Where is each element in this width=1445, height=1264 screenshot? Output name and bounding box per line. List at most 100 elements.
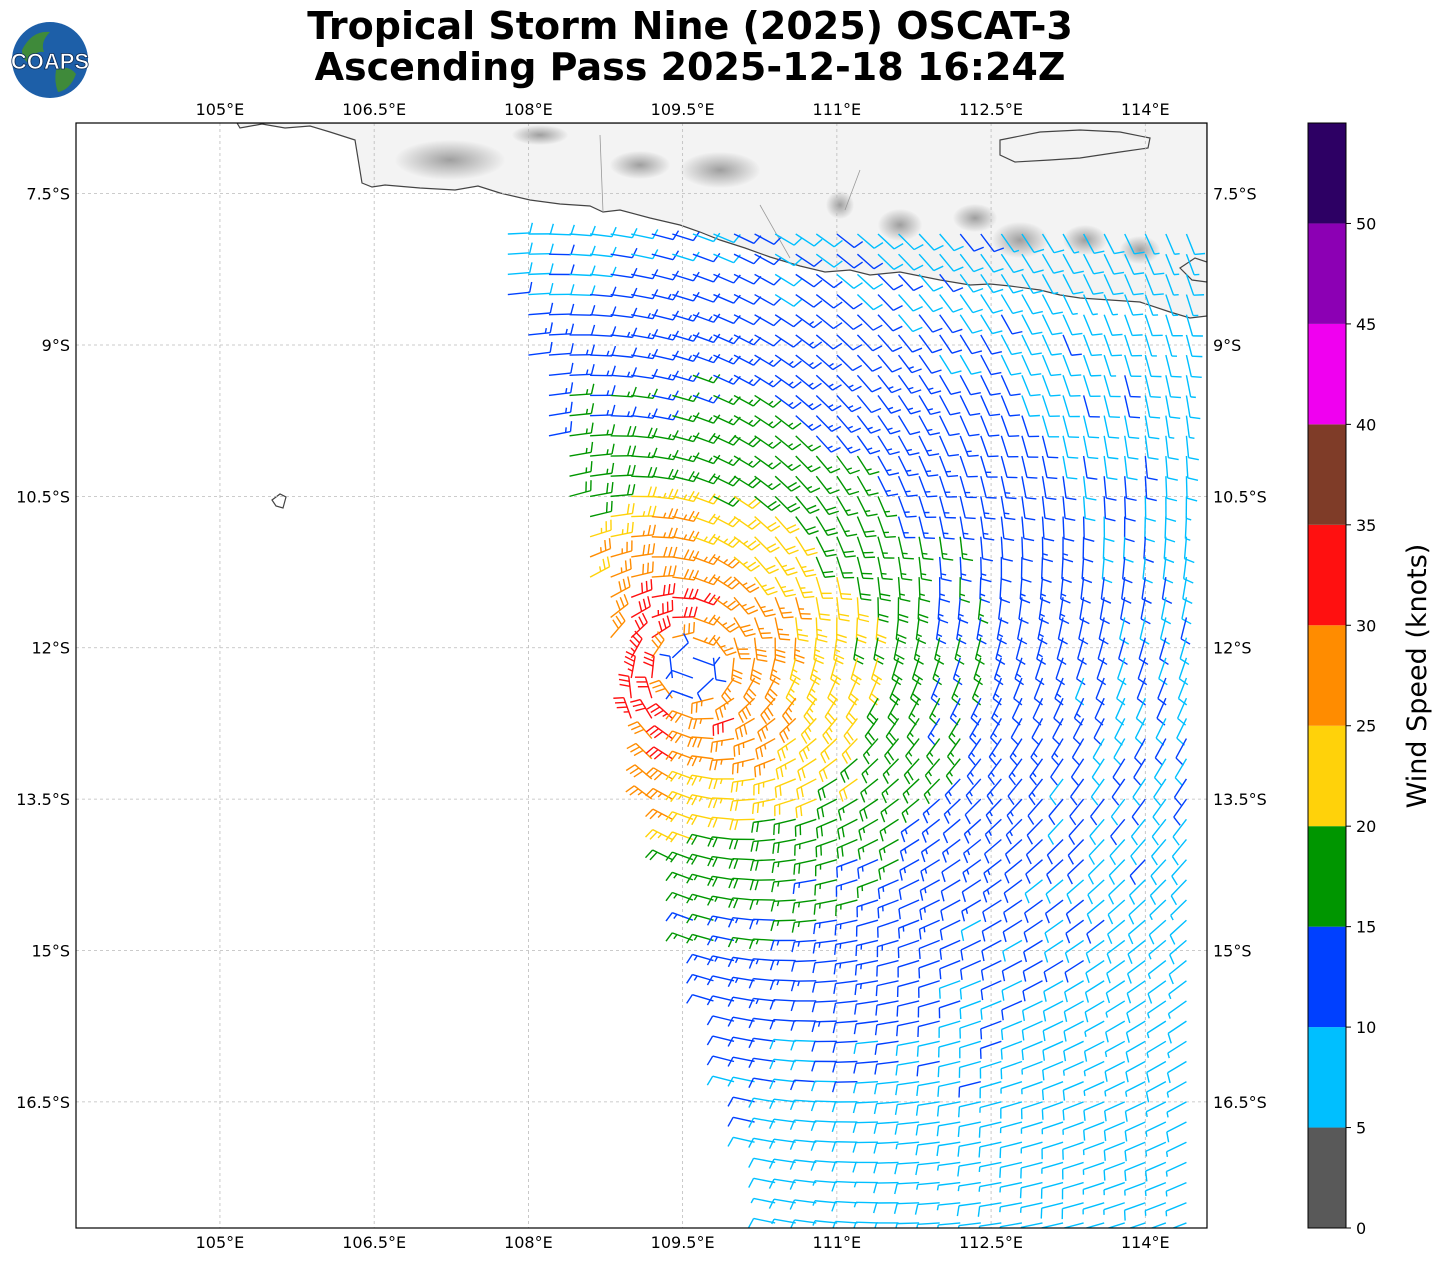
wind-barb bbox=[833, 980, 858, 994]
wind-barb bbox=[774, 576, 796, 598]
wind-barb bbox=[528, 243, 554, 255]
wind-barb bbox=[874, 1080, 899, 1095]
wind-barb bbox=[957, 1222, 981, 1228]
wind-barb bbox=[873, 1181, 899, 1194]
wind-barb bbox=[1116, 677, 1126, 706]
wind-barb bbox=[692, 454, 721, 465]
wind-barb bbox=[749, 657, 762, 685]
wind-barb bbox=[896, 980, 920, 998]
wind-barb bbox=[898, 294, 923, 312]
wind-barb bbox=[769, 657, 781, 686]
wind-barb bbox=[810, 1100, 837, 1112]
wind-barb bbox=[1126, 1000, 1146, 1024]
wind-barb bbox=[853, 1221, 879, 1228]
wind-barb bbox=[1042, 1000, 1064, 1022]
wind-barb bbox=[853, 1020, 879, 1035]
wind-barb bbox=[795, 617, 809, 642]
wind-barb bbox=[790, 1019, 817, 1031]
wind-barb bbox=[856, 536, 876, 559]
colorbar-bin bbox=[1308, 323, 1346, 425]
wind-barb bbox=[1062, 1060, 1084, 1076]
wind-barb bbox=[769, 999, 796, 1010]
wind-barb bbox=[916, 1181, 940, 1190]
wind-barb bbox=[873, 637, 885, 665]
wind-barb bbox=[754, 475, 781, 491]
wind-barb bbox=[630, 596, 651, 619]
wind-barb bbox=[708, 778, 735, 790]
wind-barb bbox=[815, 253, 843, 268]
wind-barb bbox=[768, 1118, 796, 1129]
wind-barb bbox=[939, 314, 963, 334]
wind-barb bbox=[811, 980, 837, 993]
wind-barb bbox=[1124, 476, 1137, 502]
wind-barb bbox=[706, 975, 735, 986]
wind-barb bbox=[672, 291, 700, 302]
wind-barb bbox=[1055, 657, 1066, 686]
wind-barb bbox=[877, 253, 904, 271]
wind-barb bbox=[837, 798, 858, 821]
wind-barb bbox=[1144, 395, 1161, 419]
wind-barb bbox=[937, 1080, 961, 1097]
wind-barb bbox=[944, 778, 961, 805]
wind-barb bbox=[733, 576, 760, 594]
wind-barb bbox=[962, 838, 982, 864]
wind-barb bbox=[1020, 1222, 1043, 1228]
wind-barb bbox=[1128, 1222, 1146, 1228]
wind-barb bbox=[774, 798, 796, 817]
wind-barb bbox=[1086, 919, 1105, 944]
wind-barb bbox=[610, 267, 638, 279]
wind-barb bbox=[966, 758, 982, 786]
wind-barb bbox=[692, 333, 721, 344]
wind-barb bbox=[938, 556, 952, 582]
wind-barb bbox=[714, 697, 735, 721]
wind-barb bbox=[1040, 1202, 1064, 1219]
wind-barb bbox=[836, 374, 862, 392]
wind-barb bbox=[1051, 738, 1064, 766]
wind-barb bbox=[795, 798, 817, 819]
wind-barb bbox=[1000, 1101, 1023, 1119]
wind-barb bbox=[951, 677, 961, 706]
lat-tick-label: 10.5°S bbox=[1213, 487, 1267, 506]
wind-barb bbox=[978, 1181, 1002, 1192]
wind-barb bbox=[1041, 476, 1057, 500]
wind-barb bbox=[1009, 738, 1023, 766]
wind-barb bbox=[918, 314, 943, 333]
wind-barb bbox=[1185, 334, 1203, 358]
wind-barb bbox=[1104, 1040, 1126, 1058]
wind-barb bbox=[1064, 959, 1084, 983]
wind-barb bbox=[1021, 294, 1043, 315]
wind-barb bbox=[618, 673, 632, 699]
wind-barb bbox=[1185, 253, 1200, 276]
wind-barb bbox=[754, 253, 782, 266]
wind-barb bbox=[922, 798, 941, 824]
wind-barb bbox=[812, 959, 837, 974]
wind-barb bbox=[751, 798, 776, 814]
wind-barb bbox=[1070, 758, 1085, 786]
wind-barb bbox=[864, 717, 879, 745]
wind-barb bbox=[1131, 798, 1146, 826]
wind-barb bbox=[965, 778, 982, 805]
wind-barb bbox=[1024, 899, 1043, 924]
wind-barb bbox=[897, 597, 909, 624]
wind-barb bbox=[1124, 415, 1140, 440]
lon-tick-label: 114°E bbox=[1121, 100, 1170, 119]
wind-barb bbox=[750, 1197, 776, 1204]
wind-barb bbox=[999, 1181, 1023, 1193]
wind-barb bbox=[1041, 314, 1063, 336]
wind-barb bbox=[919, 879, 941, 901]
lat-tick-label: 15°S bbox=[31, 941, 70, 960]
wind-barb bbox=[878, 838, 899, 861]
wind-barb bbox=[876, 959, 899, 977]
wind-barb bbox=[631, 309, 659, 320]
wind-barb bbox=[645, 767, 673, 781]
wind-barb bbox=[939, 395, 961, 416]
wind-barb bbox=[774, 334, 802, 348]
wind-barb bbox=[876, 919, 899, 938]
wind-barb bbox=[1151, 818, 1167, 846]
wind-barb bbox=[980, 233, 1005, 253]
wind-barb bbox=[1149, 1222, 1167, 1228]
wind-barb bbox=[893, 1202, 920, 1215]
wind-barb bbox=[1123, 516, 1135, 543]
colorbar-tick-label: 35 bbox=[1356, 516, 1376, 535]
wind-barb bbox=[877, 577, 891, 602]
